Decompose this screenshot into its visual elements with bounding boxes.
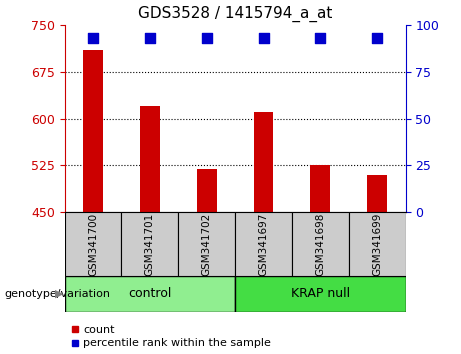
Bar: [367, 175, 387, 212]
Point: [89, 35, 97, 41]
Bar: [178, 212, 235, 276]
Point: [317, 35, 324, 41]
Bar: [65, 212, 121, 276]
Bar: [292, 212, 349, 276]
Bar: [349, 212, 406, 276]
Text: GSM341702: GSM341702: [201, 213, 212, 276]
Text: GSM341699: GSM341699: [372, 212, 382, 276]
Bar: [121, 212, 178, 276]
Legend: count, percentile rank within the sample: count, percentile rank within the sample: [70, 325, 272, 348]
Bar: [197, 169, 217, 212]
Text: ▶: ▶: [55, 289, 64, 299]
Text: GSM341698: GSM341698: [315, 212, 325, 276]
Text: control: control: [128, 287, 171, 300]
Bar: [235, 276, 406, 312]
Bar: [310, 165, 331, 212]
Text: GSM341701: GSM341701: [145, 213, 155, 276]
Point: [146, 35, 154, 41]
Bar: [235, 212, 292, 276]
Text: KRAP null: KRAP null: [291, 287, 350, 300]
Point: [260, 35, 267, 41]
Bar: [65, 276, 235, 312]
Point: [373, 35, 381, 41]
Bar: [254, 112, 273, 212]
Text: genotype/variation: genotype/variation: [5, 289, 111, 299]
Bar: [140, 106, 160, 212]
Text: GSM341697: GSM341697: [259, 212, 269, 276]
Point: [203, 35, 210, 41]
Title: GDS3528 / 1415794_a_at: GDS3528 / 1415794_a_at: [138, 6, 332, 22]
Bar: [83, 50, 103, 212]
Text: GSM341700: GSM341700: [88, 213, 98, 276]
